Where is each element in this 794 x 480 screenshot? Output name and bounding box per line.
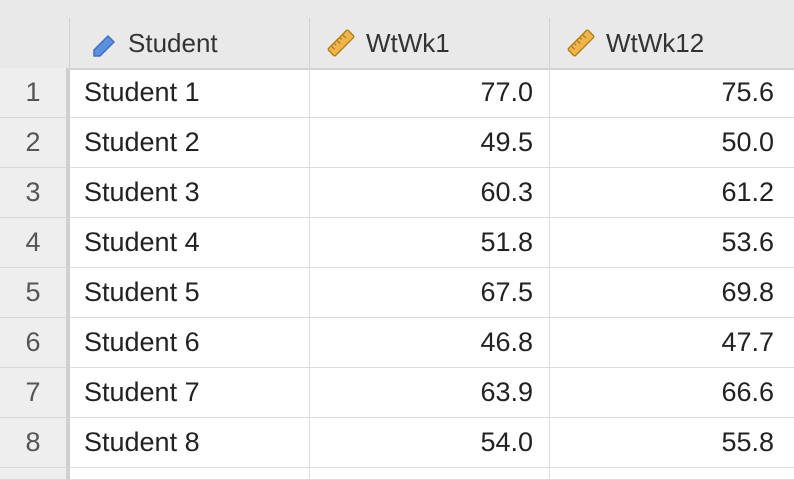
student-cell[interactable]: Student 5	[70, 268, 310, 318]
table-row: 2 Student 2 49.5 50.0	[0, 118, 794, 168]
table-row: 1 Student 1 77.0 75.6	[0, 68, 794, 118]
wtwk12-cell[interactable]: 61.2	[550, 168, 794, 218]
wtwk1-cell[interactable]: 77.0	[310, 68, 550, 118]
table-row-partial	[0, 468, 794, 480]
wtwk1-cell[interactable]: 49.5	[310, 118, 550, 168]
column-header-wtwk12[interactable]: WtWk12	[550, 18, 794, 68]
wtwk12-cell[interactable]: 53.6	[550, 218, 794, 268]
ruler-icon	[567, 29, 595, 57]
wtwk12-cell[interactable]: 50.0	[550, 118, 794, 168]
wtwk12-cell[interactable]: 55.8	[550, 418, 794, 468]
student-cell[interactable]: Student 6	[70, 318, 310, 368]
column-header-row: Student WtWk1 WtWk12	[0, 18, 794, 70]
table-row: 4 Student 4 51.8 53.6	[0, 218, 794, 268]
row-number[interactable]: 3	[0, 168, 68, 218]
table-row: 3 Student 3 60.3 61.2	[0, 168, 794, 218]
ruler-icon	[327, 29, 355, 57]
row-number[interactable]	[0, 468, 68, 480]
student-cell[interactable]	[70, 468, 310, 480]
corner-cell[interactable]	[0, 18, 70, 68]
wtwk12-cell[interactable]: 47.7	[550, 318, 794, 368]
table-row: 7 Student 7 63.9 66.6	[0, 368, 794, 418]
column-header-wtwk1[interactable]: WtWk1	[310, 18, 550, 68]
top-band	[0, 0, 794, 18]
row-number[interactable]: 5	[0, 268, 68, 318]
wtwk12-cell[interactable]	[550, 468, 794, 480]
wtwk12-cell[interactable]: 66.6	[550, 368, 794, 418]
table-row: 5 Student 5 67.5 69.8	[0, 268, 794, 318]
column-label: Student	[128, 27, 218, 58]
student-cell[interactable]: Student 3	[70, 168, 310, 218]
column-label: WtWk1	[366, 27, 450, 58]
row-number[interactable]: 8	[0, 418, 68, 468]
column-label: WtWk12	[606, 27, 705, 58]
student-cell[interactable]: Student 2	[70, 118, 310, 168]
wtwk1-cell[interactable]: 67.5	[310, 268, 550, 318]
student-cell[interactable]: Student 7	[70, 368, 310, 418]
wtwk12-cell[interactable]: 75.6	[550, 68, 794, 118]
wtwk1-cell[interactable]: 46.8	[310, 318, 550, 368]
row-number[interactable]: 1	[0, 68, 68, 118]
row-number[interactable]: 2	[0, 118, 68, 168]
student-cell[interactable]: Student 1	[70, 68, 310, 118]
nominal-pencil-icon	[93, 35, 115, 57]
wtwk1-cell[interactable]: 51.8	[310, 218, 550, 268]
student-cell[interactable]: Student 4	[70, 218, 310, 268]
wtwk1-cell[interactable]	[310, 468, 550, 480]
wtwk1-cell[interactable]: 63.9	[310, 368, 550, 418]
row-number[interactable]: 4	[0, 218, 68, 268]
row-number[interactable]: 6	[0, 318, 68, 368]
wtwk12-cell[interactable]: 69.8	[550, 268, 794, 318]
table-row: 6 Student 6 46.8 47.7	[0, 318, 794, 368]
column-header-student[interactable]: Student	[70, 18, 310, 68]
wtwk1-cell[interactable]: 54.0	[310, 418, 550, 468]
wtwk1-cell[interactable]: 60.3	[310, 168, 550, 218]
student-cell[interactable]: Student 8	[70, 418, 310, 468]
table-row: 8 Student 8 54.0 55.8	[0, 418, 794, 468]
row-number[interactable]: 7	[0, 368, 68, 418]
